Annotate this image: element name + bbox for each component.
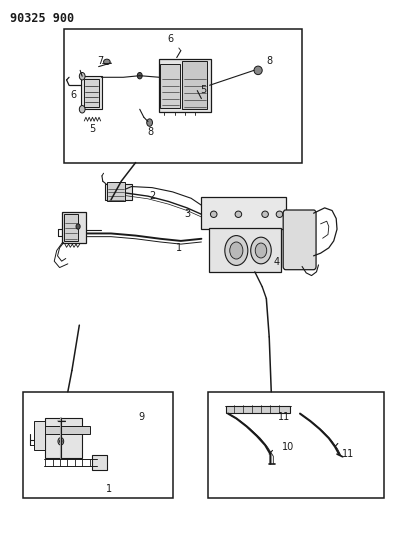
Bar bbox=[226, 406, 290, 413]
Bar bbox=[92, 455, 107, 470]
Bar bbox=[182, 61, 207, 109]
Ellipse shape bbox=[137, 72, 142, 79]
Ellipse shape bbox=[79, 72, 85, 80]
Bar bbox=[286, 213, 314, 266]
Bar bbox=[160, 64, 180, 108]
Ellipse shape bbox=[79, 106, 85, 113]
Text: 5: 5 bbox=[89, 124, 96, 134]
Text: 1: 1 bbox=[106, 484, 112, 494]
Text: 3: 3 bbox=[184, 209, 190, 219]
Ellipse shape bbox=[210, 211, 217, 217]
Text: 8: 8 bbox=[266, 56, 272, 66]
FancyBboxPatch shape bbox=[283, 210, 316, 270]
Ellipse shape bbox=[76, 224, 80, 229]
Bar bbox=[208, 392, 384, 498]
Ellipse shape bbox=[147, 119, 152, 126]
Text: 4: 4 bbox=[273, 257, 279, 267]
Ellipse shape bbox=[255, 243, 267, 258]
Ellipse shape bbox=[104, 59, 110, 64]
Bar bbox=[45, 418, 82, 458]
Text: 6: 6 bbox=[168, 34, 173, 44]
Text: 7: 7 bbox=[97, 56, 104, 66]
Bar bbox=[209, 228, 281, 272]
Text: 10: 10 bbox=[282, 442, 294, 451]
Text: 9: 9 bbox=[139, 412, 145, 422]
Bar bbox=[84, 79, 99, 107]
Bar bbox=[201, 197, 286, 229]
Text: 8: 8 bbox=[147, 127, 153, 137]
Bar bbox=[105, 184, 132, 200]
Ellipse shape bbox=[235, 211, 242, 217]
Ellipse shape bbox=[58, 438, 64, 445]
Bar bbox=[159, 59, 211, 112]
Ellipse shape bbox=[230, 242, 243, 259]
Text: 11: 11 bbox=[278, 412, 291, 422]
Text: 11: 11 bbox=[342, 449, 355, 459]
Ellipse shape bbox=[254, 66, 262, 75]
Ellipse shape bbox=[251, 237, 271, 264]
Ellipse shape bbox=[225, 236, 248, 265]
Bar bbox=[64, 29, 302, 163]
Bar bbox=[64, 214, 78, 241]
Text: 1: 1 bbox=[176, 243, 182, 253]
Text: 5: 5 bbox=[200, 85, 207, 94]
Text: 2: 2 bbox=[149, 191, 155, 201]
Bar bbox=[34, 421, 45, 450]
Bar bbox=[62, 212, 86, 243]
Ellipse shape bbox=[276, 211, 283, 217]
Bar bbox=[44, 426, 90, 434]
Ellipse shape bbox=[262, 211, 268, 217]
Ellipse shape bbox=[60, 440, 62, 443]
Bar bbox=[23, 392, 173, 498]
Bar bbox=[107, 182, 125, 201]
Bar bbox=[81, 76, 102, 109]
Text: 6: 6 bbox=[70, 90, 76, 100]
Text: 90325 900: 90325 900 bbox=[10, 12, 74, 25]
